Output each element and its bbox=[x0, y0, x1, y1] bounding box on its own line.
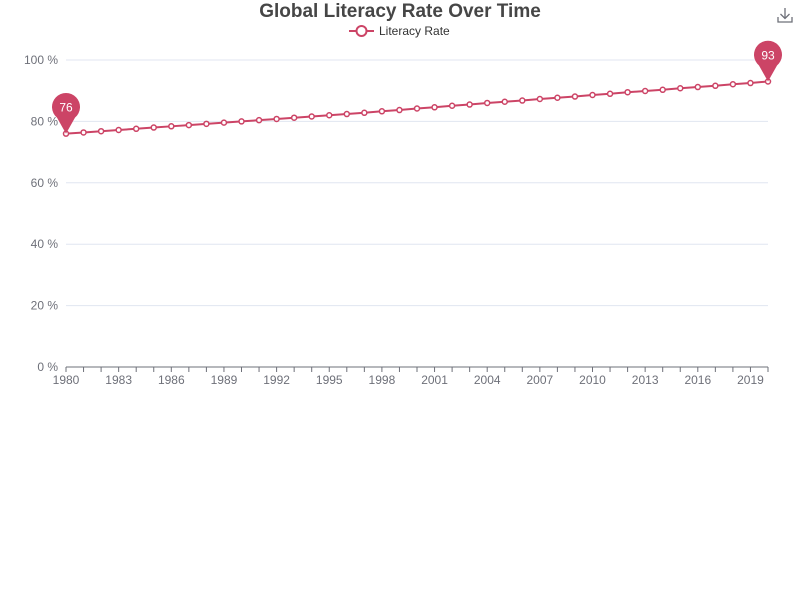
data-point bbox=[413, 105, 421, 112]
x-tick-label: 1992 bbox=[263, 373, 290, 387]
data-point bbox=[519, 97, 526, 104]
data-point bbox=[378, 108, 386, 115]
x-tick-label: 2013 bbox=[632, 373, 659, 387]
x-tick-label: 2001 bbox=[421, 373, 448, 387]
data-point bbox=[343, 110, 351, 118]
data-point bbox=[185, 121, 193, 129]
data-point bbox=[203, 120, 210, 128]
data-point bbox=[255, 116, 263, 124]
y-tick-label: 0 % bbox=[37, 360, 58, 374]
data-point bbox=[150, 124, 157, 131]
y-tick-label: 60 % bbox=[31, 176, 59, 190]
data-point bbox=[273, 115, 280, 123]
x-tick-label: 1980 bbox=[53, 373, 80, 387]
data-point bbox=[501, 98, 508, 106]
x-tick-label: 2019 bbox=[737, 373, 764, 387]
y-tick-label: 80 % bbox=[31, 114, 59, 128]
y-tick-label: 20 % bbox=[31, 299, 59, 313]
data-point bbox=[677, 84, 684, 92]
legend-line-icon bbox=[349, 25, 374, 37]
data-point bbox=[606, 90, 614, 98]
data-point bbox=[483, 99, 491, 107]
data-point bbox=[554, 94, 561, 102]
y-tick-label: 100 % bbox=[24, 53, 58, 67]
x-tick-label: 1986 bbox=[158, 373, 185, 387]
data-point bbox=[220, 119, 228, 126]
x-tick-label: 1995 bbox=[316, 373, 343, 387]
x-tick-label: 2007 bbox=[526, 373, 553, 387]
data-point bbox=[712, 82, 719, 90]
legend-label: Literacy Rate bbox=[379, 24, 450, 38]
y-tick-label: 40 % bbox=[31, 237, 59, 251]
pin-label-max: 93 bbox=[761, 48, 775, 62]
legend-item-literacy-rate[interactable]: Literacy Rate bbox=[349, 23, 450, 39]
x-tick-label: 2010 bbox=[579, 373, 606, 387]
data-point bbox=[536, 95, 544, 103]
data-point bbox=[694, 83, 702, 91]
data-point bbox=[571, 93, 579, 100]
data-point bbox=[361, 109, 368, 117]
pin-marker-max bbox=[754, 40, 782, 82]
data-point bbox=[729, 81, 737, 88]
pin-label-min: 76 bbox=[59, 101, 73, 115]
download-icon[interactable] bbox=[776, 6, 794, 24]
data-point bbox=[238, 118, 245, 125]
data-point bbox=[448, 102, 456, 109]
data-point bbox=[97, 127, 105, 135]
data-point bbox=[466, 101, 473, 108]
data-point bbox=[290, 114, 298, 121]
x-tick-label: 1989 bbox=[211, 373, 238, 387]
data-point bbox=[132, 125, 140, 133]
data-point bbox=[589, 91, 596, 99]
data-point bbox=[641, 87, 649, 95]
x-tick-label: 1998 bbox=[369, 373, 396, 387]
data-point bbox=[624, 88, 631, 96]
x-tick-label: 1983 bbox=[105, 373, 132, 387]
data-point bbox=[115, 126, 122, 134]
chart-title: Global Literacy Rate Over Time bbox=[259, 1, 541, 22]
data-point bbox=[326, 112, 333, 119]
data-point bbox=[308, 113, 315, 120]
x-tick-label: 2016 bbox=[684, 373, 711, 387]
pin-marker-min bbox=[52, 92, 81, 134]
data-point bbox=[80, 129, 87, 136]
data-point bbox=[168, 123, 175, 130]
data-point bbox=[431, 104, 438, 111]
x-tick-label: 2004 bbox=[474, 373, 501, 387]
data-point bbox=[396, 106, 403, 114]
data-point bbox=[747, 79, 754, 87]
data-point bbox=[659, 86, 666, 94]
